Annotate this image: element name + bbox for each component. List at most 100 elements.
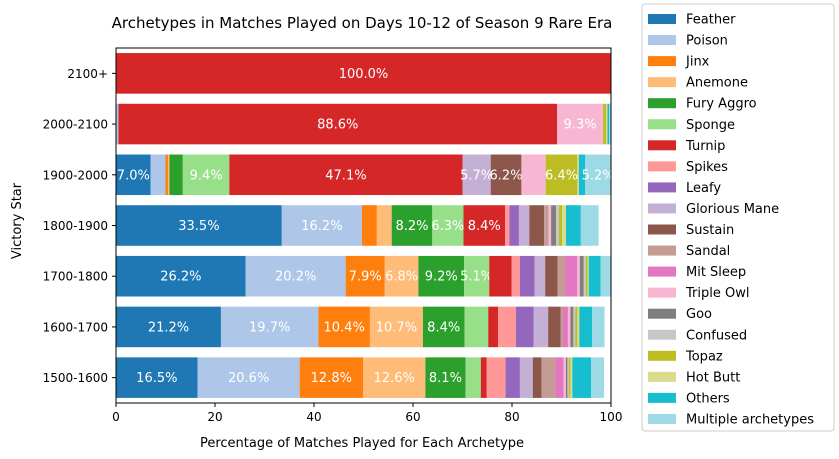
chart-title: Archetypes in Matches Played on Days 10-… [112,14,613,32]
legend-swatch [648,266,676,277]
legend-swatch [648,224,676,235]
bar-segment [541,357,556,398]
legend-label: Multiple archetypes [686,412,814,427]
legend-swatch [648,35,676,46]
plot-area: 100.0% 88.6% 9.3% 7.0% 9.4% 47.1% 5.7%6.2% 6.4%… [115,47,615,404]
bar-segment [567,357,569,398]
bar-segment [432,205,464,246]
bar-segment [548,205,552,246]
bar-segment [480,357,487,398]
x-tick-label: 0 [112,410,120,424]
x-tick-label: 60 [405,410,420,424]
bar-segment [345,255,385,297]
bar-segment [489,255,512,297]
bar-segment [570,357,573,398]
y-tick-label: 1900-2000 [43,168,108,182]
bar-segment [116,103,119,145]
data-label: 16.5% [136,371,177,386]
legend-label: Jinx [685,55,710,70]
y-axis: 2100+ 2000-2100 1900-2000 1800-1900 1700-180… [43,67,116,385]
bar-segment [532,357,542,398]
bar-segment [220,306,319,348]
y-tick-label: 2100+ [67,67,108,81]
bar-segment [498,306,516,348]
legend-label: Mit Sleep [686,265,746,280]
data-label: 9.2% [425,270,458,285]
legend-swatch [648,245,676,256]
legend-label: Fury Aggro [686,97,757,112]
bar-segment [580,205,599,246]
legend-label: Turnip [685,139,725,154]
bar-segment [557,103,604,145]
legend-frame [641,3,835,432]
legend-swatch [648,98,676,109]
legend-swatch [648,77,676,88]
data-label: 6.3% [431,219,464,234]
bar-segment [167,154,170,196]
bar-segment [318,306,370,348]
bar-segment [418,255,464,297]
data-label: 88.6% [317,118,358,133]
bar-segment [557,255,565,297]
bar-segment [555,357,564,398]
data-label: 12.8% [311,371,352,386]
y-axis-label: Victory Star [10,182,25,259]
bar-segment [521,154,546,196]
bar-segment [579,306,593,348]
bar-segment [563,357,566,398]
legend-swatch [648,14,676,24]
bar-segment [519,255,535,297]
data-label: 20.2% [275,270,316,285]
y-tick-label: 1700-1800 [43,270,108,284]
bar-segment [560,306,563,348]
legend-swatch [648,119,676,130]
data-label: 21.2% [148,320,189,335]
data-label: 16.2% [301,219,342,234]
bar-segment [575,306,578,348]
bar-segment [150,154,166,196]
data-label: 6.4% [545,168,578,183]
legend-swatch [648,287,676,298]
bar-segment [606,103,608,145]
legend-swatch [648,308,676,319]
bar-segment [591,357,605,398]
legend-swatch [648,329,676,340]
bar-segment [509,205,519,246]
bar-segment [116,255,246,297]
data-label: 47.1% [325,168,366,183]
bar-segment [229,154,463,196]
data-label: 100.0% [339,67,389,82]
y-tick-label: 1800-1900 [43,219,108,233]
bar-segment [609,103,611,145]
legend-label: Triple Owl [685,286,749,301]
legend-swatch [648,161,676,172]
legend-swatch [648,140,676,151]
legend-label: Sandal [686,244,730,259]
data-label: 8.4% [427,320,460,335]
data-label: 33.5% [178,219,219,234]
bar-segment [577,255,580,297]
legend-swatch [648,203,676,214]
legend-label: Leafy [686,181,721,196]
legend-swatch [648,182,676,193]
bar-segment [561,205,566,246]
bar-segment [544,205,549,246]
x-tick-label: 80 [504,410,519,424]
legend-swatch [648,350,676,361]
bar-segment [463,255,490,297]
bar-segment [116,357,198,398]
bar-segment [562,306,568,348]
data-label: 7.0% [117,168,150,183]
bar-segment [425,357,466,398]
bar-segment [462,154,491,196]
legend-label: Hot Butt [686,370,740,385]
bar-segment [585,255,588,297]
legend-swatch [648,371,676,382]
data-label: 5.1% [460,270,493,285]
bar-segment [116,53,611,94]
bar-segment [169,154,183,196]
bar-segment [533,306,549,348]
legend-label: Goo [686,307,712,322]
data-label: 20.6% [228,371,269,386]
bar-segment [362,205,377,246]
